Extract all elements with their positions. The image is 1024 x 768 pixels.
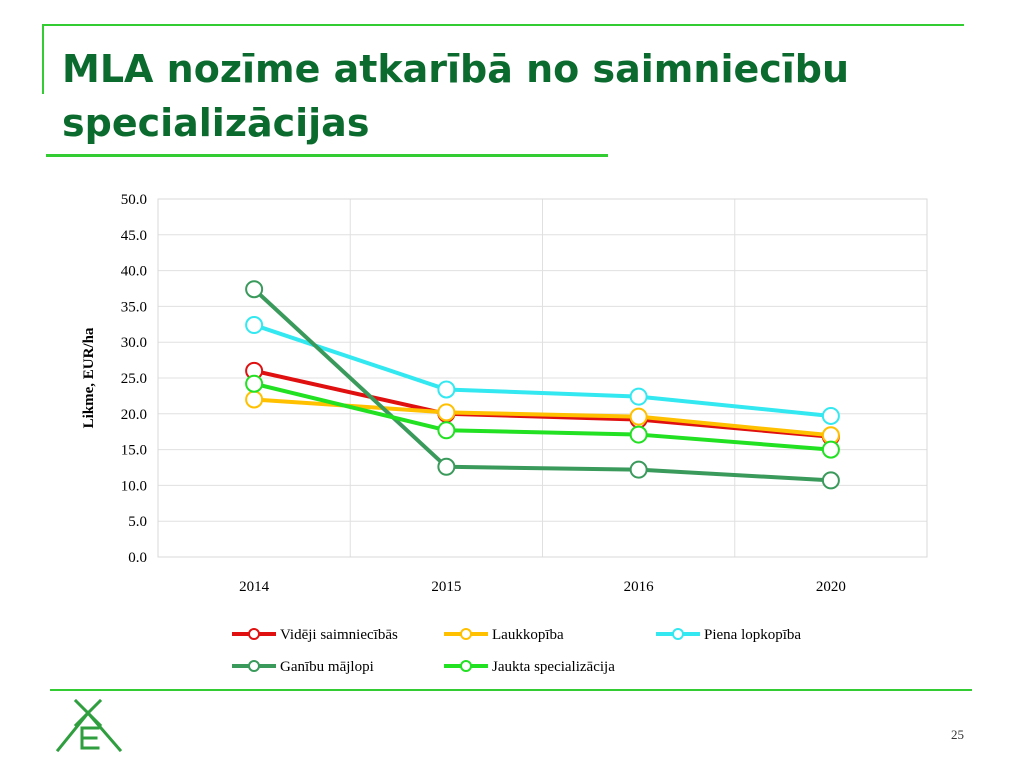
title-underline (46, 154, 608, 157)
series-line (252, 287, 831, 483)
x-tick-label: 2016 (624, 579, 655, 595)
legend-label: Piena lopkopība (704, 627, 801, 643)
legend-item: Laukkopība (444, 627, 564, 643)
x-tick-label: 2015 (431, 579, 461, 595)
line-chart: 0.0 5.0 10.0 15.0 20.0 25.0 30.0 35.0 40.0 45.0 50… (81, 192, 928, 675)
data-point (821, 440, 840, 459)
data-point (821, 471, 840, 490)
y-axis-title: Likme, EUR/ha (81, 327, 97, 428)
legend-marker (672, 628, 684, 640)
top-accent-line (42, 24, 964, 26)
legend-marker (248, 628, 260, 640)
legend: Vidēji saimniecībās Laukkopība Piena lopko… (232, 627, 801, 675)
y-axis-ticks: 0.0 5.0 10.0 15.0 20.0 25.0 30.0 35.0 40.0 45.0 50… (121, 192, 147, 566)
data-point (629, 387, 648, 406)
legend-marker (248, 660, 260, 672)
data-point (821, 406, 840, 425)
legend-label: Ganību mājlopi (280, 659, 374, 675)
data-point (437, 421, 456, 440)
legend-item: Ganību mājlopi (232, 659, 374, 675)
y-tick-label: 25.0 (121, 371, 147, 387)
logo-stroke (55, 710, 91, 753)
series-group (245, 280, 840, 490)
logo-stroke (85, 710, 123, 753)
x-tick-label: 2020 (816, 579, 846, 595)
page-number: 25 (951, 727, 964, 742)
data-point (629, 460, 648, 479)
data-point (437, 380, 456, 399)
data-point (245, 390, 264, 409)
data-point (437, 457, 456, 476)
series-group (245, 316, 840, 425)
y-tick-label: 0.0 (128, 550, 147, 566)
y-tick-label: 15.0 (121, 443, 147, 459)
data-point (629, 407, 648, 426)
series-line (253, 381, 832, 452)
series-line (253, 368, 832, 439)
y-tick-label: 40.0 (121, 264, 147, 280)
plot-area (157, 198, 928, 558)
legend-marker (460, 660, 472, 672)
legend-item: Jaukta specializācija (444, 659, 615, 675)
series-line (253, 323, 832, 418)
y-tick-label: 35.0 (121, 299, 147, 315)
data-point (245, 374, 264, 393)
grid-lines (158, 198, 927, 558)
x-axis-ticks: 2014 2015 2016 2020 (239, 579, 846, 595)
y-tick-label: 50.0 (121, 192, 147, 208)
legend-label: Laukkopība (492, 627, 564, 643)
legend-item: Vidēji saimniecībās (232, 627, 398, 643)
y-tick-label: 20.0 (121, 407, 147, 423)
data-point (629, 425, 648, 444)
y-tick-label: 10.0 (121, 478, 147, 494)
data-point (437, 403, 456, 422)
y-tick-label: 30.0 (121, 335, 147, 351)
legend-label: Vidēji saimniecībās (280, 627, 398, 643)
legend-item: Piena lopkopība (656, 627, 801, 643)
y-tick-label: 5.0 (128, 514, 147, 530)
legend-marker (460, 628, 472, 640)
legend-label: Jaukta specializācija (492, 659, 615, 675)
series-group (245, 374, 840, 459)
x-tick-label: 2014 (239, 579, 270, 595)
institution-logo (55, 698, 123, 753)
slide-title: MLA nozīme atkarībā no saimniecību speci… (62, 47, 850, 145)
y-tick-label: 45.0 (121, 228, 147, 244)
data-point (245, 280, 264, 299)
data-point (245, 316, 264, 335)
series-lines (245, 280, 840, 490)
bottom-accent-line (50, 689, 972, 691)
left-accent-line (42, 24, 44, 94)
